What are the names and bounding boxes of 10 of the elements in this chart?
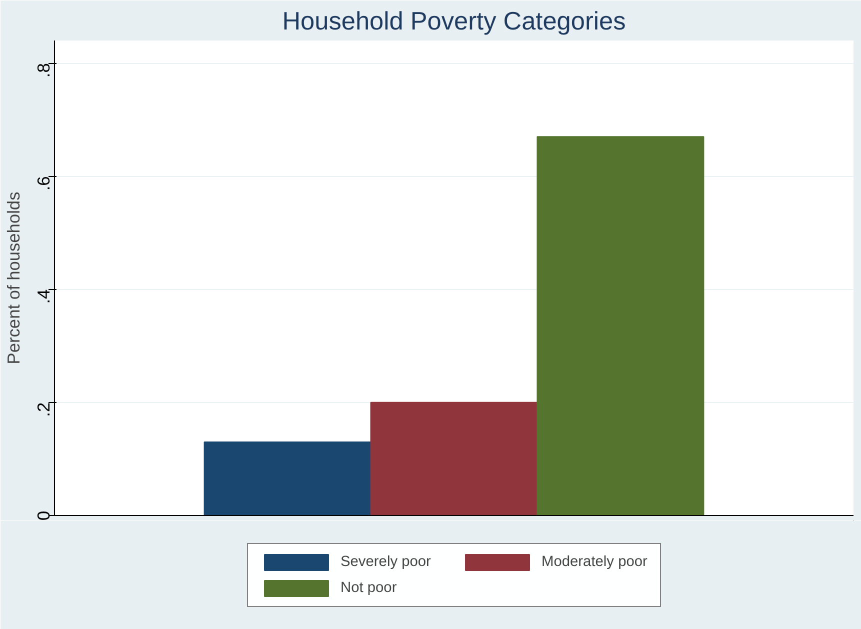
legend-label: Severely poor — [340, 554, 432, 570]
y-tick-label: .4 — [34, 288, 54, 304]
y-tick-label: .6 — [34, 176, 54, 191]
y-tick-label: 0 — [34, 510, 54, 520]
y-tick-label: .8 — [34, 63, 54, 78]
legend-label: Moderately poor — [542, 554, 648, 570]
chart-title: Household Poverty Categories — [282, 8, 626, 36]
y-axis-title: Percent of households — [4, 191, 24, 364]
legend-label: Not poor — [340, 580, 398, 596]
y-tick-label: .2 — [34, 402, 54, 417]
